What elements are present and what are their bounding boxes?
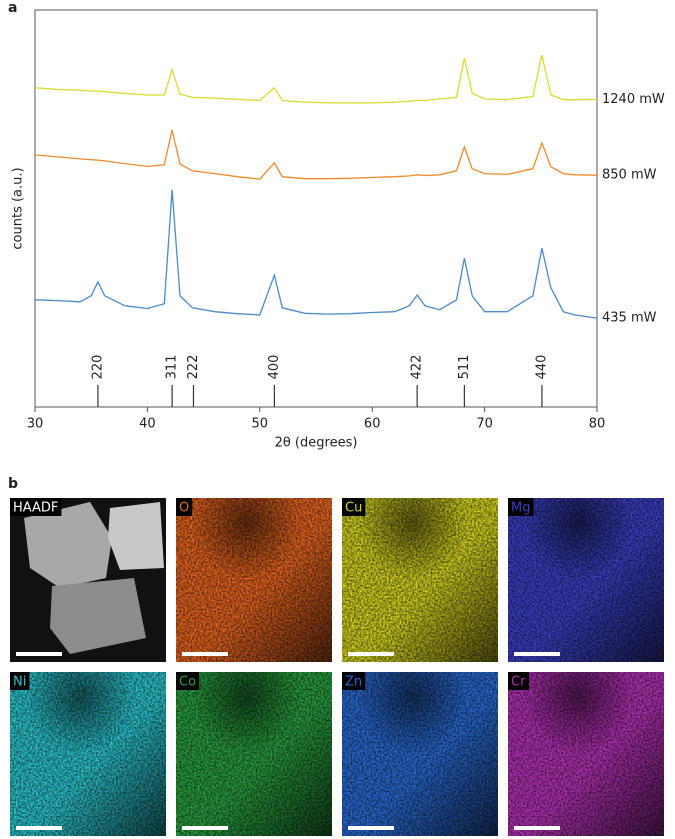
xrd-line: [34, 129, 598, 180]
element-map: Mg: [508, 498, 664, 662]
element-map: Cu: [342, 498, 498, 662]
scale-bar: [182, 652, 228, 656]
map-grid: HAADF O Cu Mg Ni Co Zn Cr: [10, 498, 664, 836]
map-label: O: [179, 501, 189, 516]
map-label: Zn: [345, 675, 362, 690]
particle: [50, 578, 146, 654]
element-map: Co: [176, 672, 332, 836]
map-shade: [176, 498, 332, 662]
x-tick-label: 30: [27, 417, 44, 432]
x-tick-label: 80: [589, 417, 606, 432]
element-map: O: [176, 498, 332, 662]
map-shade: [508, 672, 664, 836]
map-label-bg: [342, 498, 366, 516]
series-label: 1240 mW: [602, 92, 665, 107]
scale-bar: [16, 826, 62, 830]
reflection-label: 422: [410, 355, 425, 380]
xrd-line: [34, 189, 598, 319]
map-label-bg: [176, 498, 193, 516]
particle: [24, 502, 112, 588]
reflection-label: 220: [90, 355, 105, 380]
map-shade: [342, 498, 498, 662]
map-label-bg: [176, 672, 200, 690]
element-map: Ni: [10, 672, 166, 836]
scale-bar: [182, 826, 228, 830]
reflection-label: 222: [186, 355, 201, 380]
series-label: 435 mW: [602, 311, 657, 326]
map-label-bg: [342, 672, 366, 690]
map-label: Cu: [345, 501, 362, 516]
particle: [108, 502, 164, 570]
element-map: HAADF: [10, 498, 166, 662]
scale-bar: [348, 826, 394, 830]
map-label-bg: [10, 672, 30, 690]
map-shade: [176, 672, 332, 836]
panel-label: b: [8, 476, 18, 492]
xrd-line: [34, 54, 598, 104]
map-shade: [342, 672, 498, 836]
element-map: Cr: [508, 672, 664, 836]
scale-bar: [514, 652, 560, 656]
map-label: HAADF: [13, 501, 58, 516]
map-label: Ni: [13, 675, 26, 690]
x-tick-label: 60: [364, 417, 381, 432]
element-map: Zn: [342, 672, 498, 836]
map-label-bg: [10, 498, 62, 516]
map-label-bg: [508, 498, 534, 516]
plot-frame: [34, 9, 598, 408]
scale-bar: [514, 826, 560, 830]
reflection-label: 440: [534, 355, 549, 380]
map-label: Co: [179, 675, 196, 690]
x-tick-label: 50: [252, 417, 269, 432]
map-shade: [508, 498, 664, 662]
series-label: 850 mW: [602, 168, 657, 183]
x-axis-label: 2θ (degrees): [275, 436, 358, 451]
map-label-bg: [508, 672, 530, 690]
reflection-label: 311: [165, 355, 180, 380]
scale-bar: [348, 652, 394, 656]
reflection-label: 400: [267, 355, 282, 380]
panel-label: a: [8, 0, 17, 16]
y-axis-label: counts (a.u.): [11, 167, 26, 249]
map-label: Mg: [511, 501, 530, 516]
x-tick-label: 70: [476, 417, 493, 432]
map-shade: [10, 672, 166, 836]
x-tick-label: 40: [139, 417, 156, 432]
reflection-label: 511: [457, 355, 472, 380]
map-label: Cr: [511, 675, 526, 690]
scale-bar: [16, 652, 62, 656]
